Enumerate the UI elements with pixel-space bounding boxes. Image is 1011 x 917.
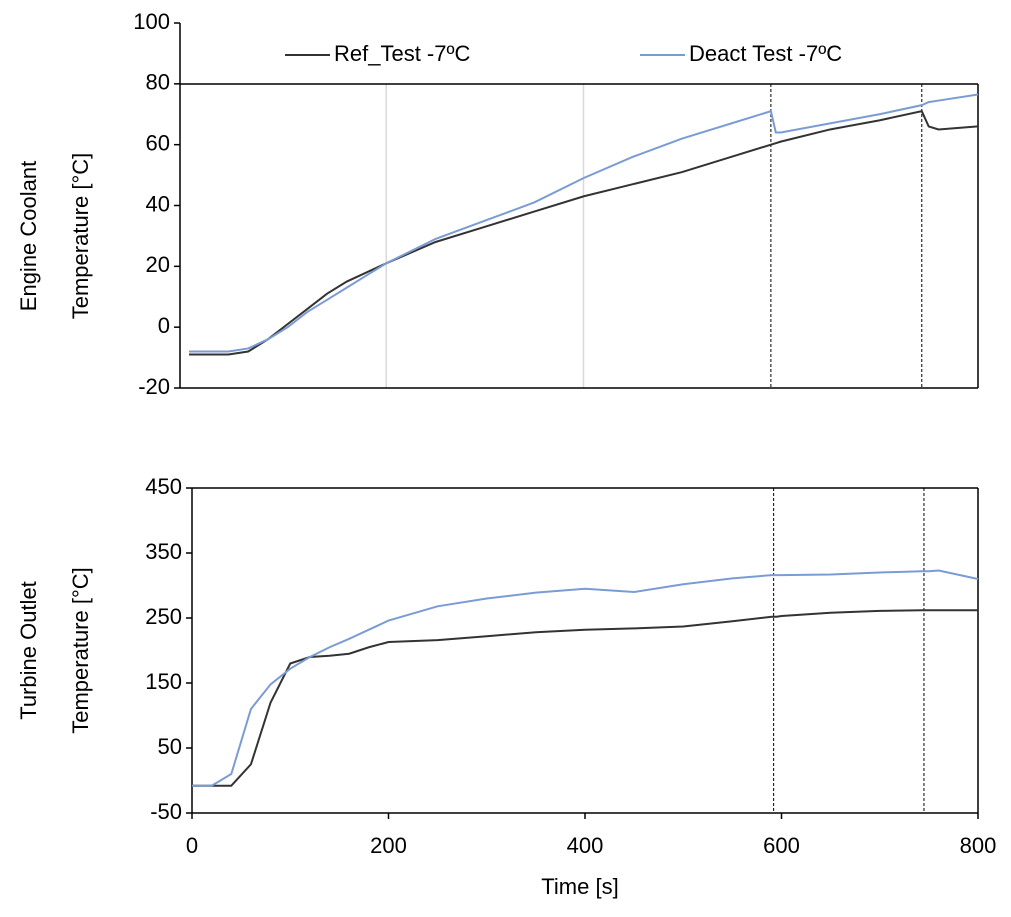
series-line bbox=[189, 93, 979, 353]
y-axis-label: Engine Coolant bbox=[16, 161, 41, 311]
x-axis-label: Time [s] bbox=[541, 874, 618, 899]
x-tick-label: 600 bbox=[763, 833, 800, 858]
y-tick-label: 450 bbox=[145, 474, 182, 499]
y-tick-label: 100 bbox=[133, 9, 170, 34]
y-tick-label: 80 bbox=[146, 70, 170, 95]
x-tick-label: 800 bbox=[960, 833, 997, 858]
y-tick-label: 350 bbox=[145, 539, 182, 564]
x-tick-label: 400 bbox=[567, 833, 604, 858]
y-tick-label: 250 bbox=[145, 604, 182, 629]
y-axis-label: Turbine Outlet bbox=[16, 581, 41, 720]
y-tick-label: 150 bbox=[145, 669, 182, 694]
legend-label: Ref_Test -7ºC bbox=[334, 41, 471, 66]
y-axis-label: Temperature [°C] bbox=[68, 153, 93, 320]
y-tick-label: -50 bbox=[150, 799, 182, 824]
x-tick-label: 200 bbox=[370, 833, 407, 858]
x-tick-label: 0 bbox=[186, 833, 198, 858]
y-tick-label: 50 bbox=[158, 734, 182, 759]
y-axis-label: Temperature [°C] bbox=[68, 567, 93, 734]
y-tick-label: 40 bbox=[146, 191, 170, 216]
y-tick-label: 0 bbox=[158, 313, 170, 338]
y-tick-label: -20 bbox=[138, 374, 170, 399]
legend-label: Deact Test -7ºC bbox=[689, 41, 842, 66]
y-tick-label: 20 bbox=[146, 252, 170, 277]
y-tick-label: 60 bbox=[146, 130, 170, 155]
series-line bbox=[192, 569, 979, 787]
series-line bbox=[192, 609, 978, 787]
